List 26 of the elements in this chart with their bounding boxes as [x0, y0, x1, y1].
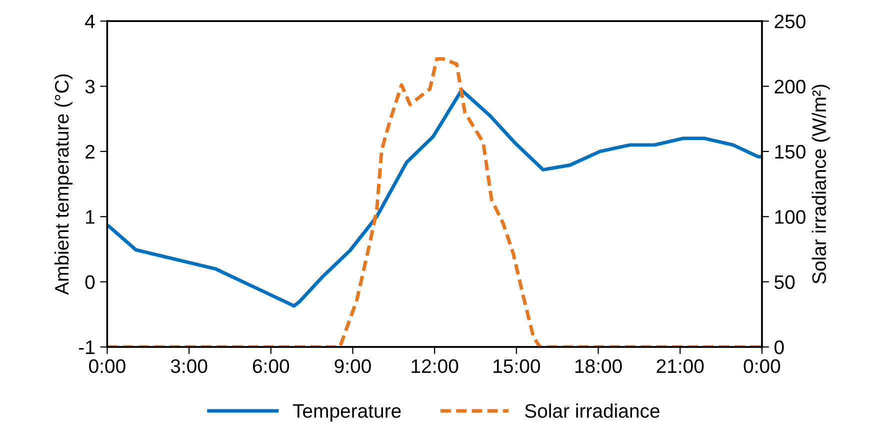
x-tick-label: 9:00 [334, 359, 371, 374]
x-tick-label: 21:00 [656, 359, 704, 374]
y-tick-label: 1 [86, 210, 94, 224]
legend-label: Temperature [292, 404, 401, 422]
y2-tick-label: 200 [774, 80, 806, 94]
x-tick-label: 0:00 [744, 359, 780, 374]
y-axis-title: Ambient temperature (°C) [54, 74, 73, 295]
x-tick-label: 6:00 [252, 359, 290, 374]
line-series [107, 88, 762, 308]
x-tick-label: 12:00 [412, 359, 458, 374]
x-tick-label: 15:00 [494, 359, 540, 374]
x-tick-label: 0:00 [89, 359, 126, 374]
y-tick-label: 3 [85, 80, 95, 94]
y2-tick-label: 50 [774, 275, 795, 290]
y-tick-label: 4 [85, 14, 95, 28]
y2-axis-title: Solar irradiance (W/m²) [812, 84, 830, 284]
legend-label: Solar irradiance [525, 404, 660, 418]
y2-tick-label: 150 [775, 144, 806, 159]
y-tick-label: 2 [86, 144, 94, 158]
y2-tick-label: 100 [775, 210, 806, 224]
y-tick-label: 0 [85, 275, 95, 290]
y2-tick-label: 0 [774, 340, 784, 354]
y2-tick-label: 250 [774, 14, 806, 28]
x-tick-label: 3:00 [170, 359, 208, 374]
y-tick-label: -1 [78, 340, 94, 354]
x-tick-label: 18:00 [575, 359, 622, 374]
